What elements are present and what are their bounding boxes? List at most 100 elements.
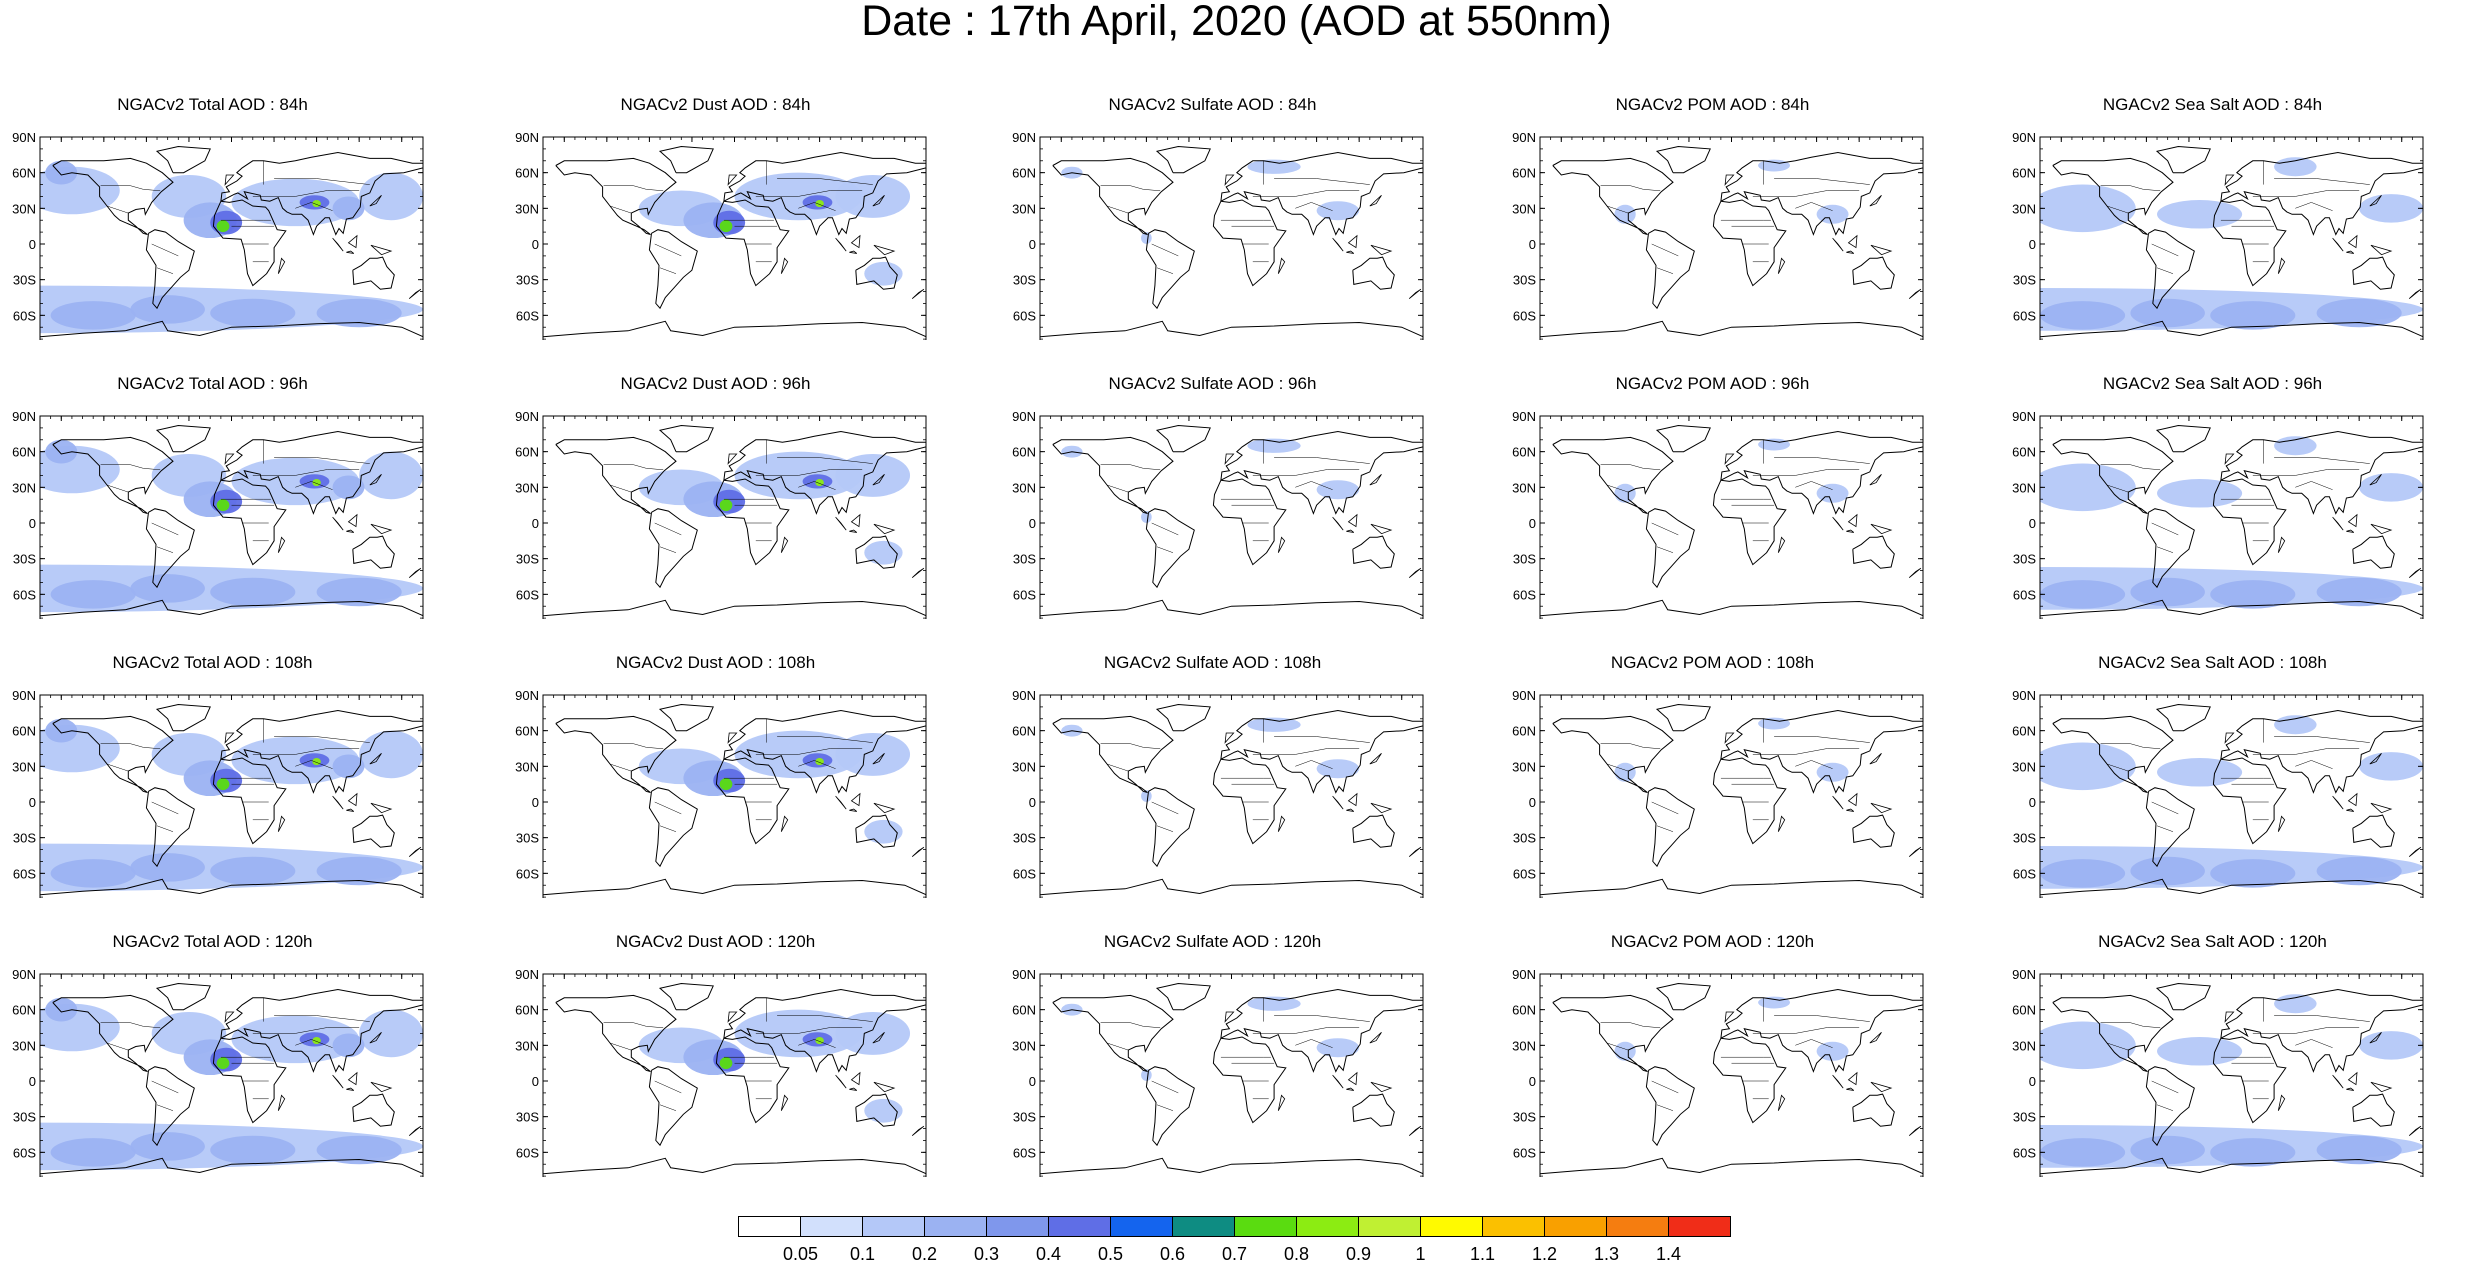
coastline	[1277, 815, 1286, 832]
coastline	[155, 703, 211, 732]
aod-region	[1614, 483, 1636, 503]
coastline	[1645, 229, 1695, 310]
coastline	[1852, 814, 1895, 848]
coastline	[1869, 474, 1882, 486]
aod-region	[1247, 717, 1301, 732]
coastline	[1712, 478, 1787, 566]
coastline	[40, 320, 423, 338]
coastline	[1052, 157, 1174, 235]
aod-region	[2359, 194, 2423, 223]
coastline	[1155, 424, 1211, 453]
country-border	[1752, 748, 1860, 755]
country-border	[2106, 1042, 2129, 1051]
coastline	[1332, 795, 1344, 810]
coastline	[849, 808, 858, 812]
coastline	[277, 815, 286, 832]
country-border	[2156, 546, 2174, 553]
country-border	[156, 1104, 174, 1111]
coastline	[850, 792, 861, 807]
coastline	[2369, 753, 2382, 765]
country-border	[659, 825, 677, 832]
country-border	[151, 522, 179, 536]
coastline	[2040, 1157, 2423, 1175]
country-border	[156, 267, 174, 274]
coastline	[212, 1036, 287, 1124]
lat-label: 0	[2029, 516, 2036, 531]
world-map: 90N60N30N030S60S90S160W120W80W40W040E80E…	[1512, 967, 1924, 1177]
coastline	[212, 478, 287, 566]
coastline	[1212, 199, 1287, 287]
country-border	[156, 546, 174, 553]
world-map: 90N60N30N030S60S90S160W120W80W40W040E80E…	[1512, 130, 1924, 340]
coastline	[1277, 536, 1286, 553]
lat-label: 90N	[2012, 688, 2036, 703]
coastline	[1552, 436, 1674, 514]
coastline	[347, 792, 358, 807]
coastline	[2040, 320, 2423, 338]
coastline	[1832, 516, 1844, 531]
colorbar-label: 1.4	[1656, 1244, 1681, 1261]
world-map: 90N60N30N030S60S90S160W120W80W40W040E80E…	[515, 967, 927, 1177]
lat-label: 30N	[12, 759, 36, 774]
coastline	[911, 1125, 925, 1137]
coastline	[1212, 1036, 1287, 1124]
coastline	[1908, 1125, 1922, 1137]
coastline	[2408, 567, 2422, 579]
coastline	[715, 199, 790, 287]
lat-label: 60S	[2013, 1145, 2036, 1160]
country-border	[777, 736, 873, 743]
country-border	[1656, 1104, 1674, 1111]
country-border	[659, 1104, 677, 1111]
coastline	[2224, 1011, 2235, 1023]
lat-label: 60S	[2013, 308, 2036, 323]
country-border	[603, 185, 664, 191]
coastline	[408, 288, 422, 300]
coastline	[1832, 795, 1844, 810]
coastline	[155, 145, 211, 174]
map-panel: NGACv2 Sulfate AOD : 96h 90N 60N 30N 0 30S 60S…	[1000, 374, 1425, 619]
lat-label: 0	[532, 516, 539, 531]
coastline	[855, 256, 898, 290]
country-border	[274, 178, 370, 185]
colorbar-box	[924, 1216, 987, 1237]
country-border	[1752, 469, 1860, 476]
country-border	[798, 481, 836, 490]
coastline	[1369, 474, 1382, 486]
coastline	[1847, 792, 1858, 807]
country-border	[659, 546, 677, 553]
world-map: 90N60N30N030S60S90S160W120W80W40W040E80E…	[2012, 409, 2424, 619]
coastline	[723, 151, 926, 236]
coastline	[1224, 732, 1235, 744]
aod-region	[2040, 742, 2136, 791]
coastline	[2352, 256, 2395, 290]
aod-region	[2040, 301, 2126, 330]
aod-region	[864, 540, 903, 565]
coastline	[850, 513, 861, 528]
lat-label: 0	[1029, 1074, 1036, 1089]
country-border	[1606, 1042, 1629, 1051]
lat-label: 30S	[13, 1110, 36, 1125]
coastline	[369, 1032, 382, 1044]
coastline	[1720, 430, 1923, 515]
colorbar-box	[1668, 1216, 1731, 1237]
aod-region	[719, 1057, 733, 1070]
coastline	[347, 234, 358, 249]
lat-label: 90N	[1512, 130, 1536, 145]
country-border	[798, 1039, 836, 1048]
world-map: 90N60N30N030S60S90S160W120W80W40W040E80E…	[515, 130, 927, 340]
coastline	[2224, 732, 2235, 744]
country-border	[1295, 1039, 1333, 1048]
lat-label: 60S	[2013, 587, 2036, 602]
lat-label: 60S	[1513, 1145, 1536, 1160]
colorbar-label: 1	[1415, 1244, 1425, 1261]
country-border	[2252, 469, 2360, 476]
coastline	[2332, 1074, 2344, 1089]
aod-region	[50, 301, 136, 330]
aod-region	[316, 856, 402, 886]
country-border	[609, 205, 632, 214]
country-border	[1151, 1080, 1179, 1094]
map-panel: NGACv2 Sea Salt AOD : 108h 90N 60N 30N 0 30S 6…	[2000, 653, 2425, 898]
aod-region	[332, 196, 365, 221]
lat-label: 0	[1029, 237, 1036, 252]
aod-region	[835, 454, 911, 497]
